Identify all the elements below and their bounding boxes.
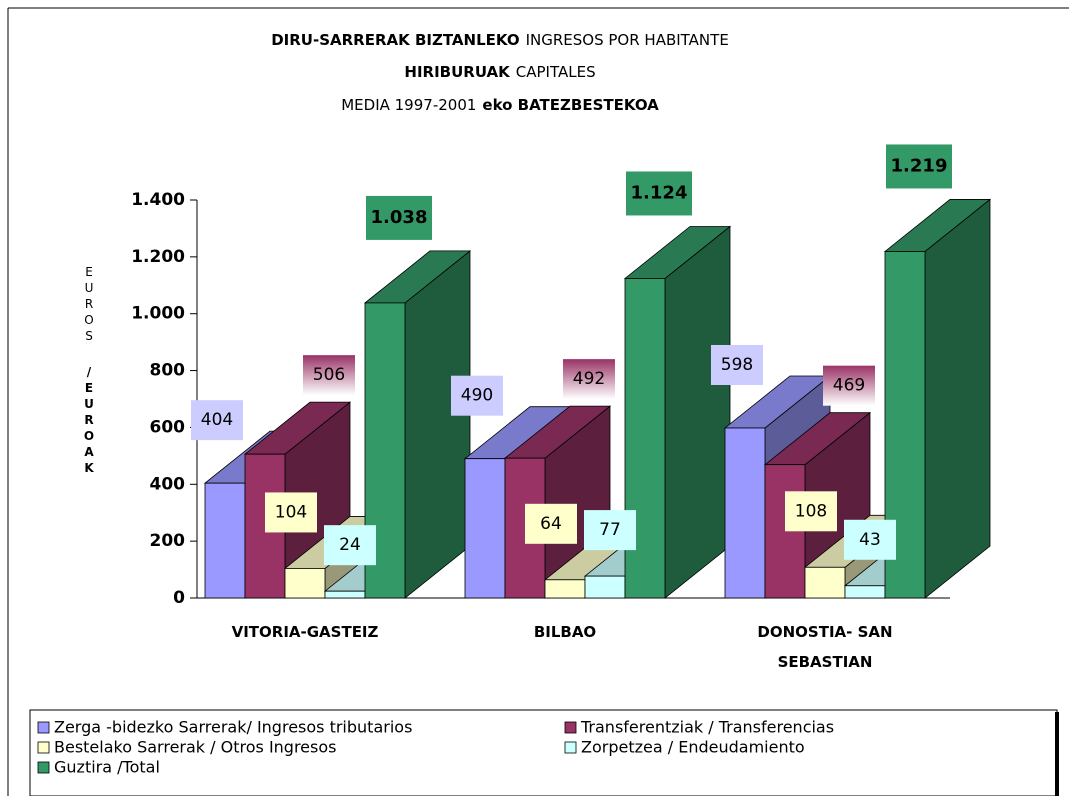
value-label-box [563, 359, 615, 400]
y-tick-label: 400 [150, 474, 186, 494]
title-part: INGRESOS POR HABITANTE [526, 31, 729, 49]
y-tick-label: 200 [150, 531, 186, 551]
legend-box [29, 709, 1058, 796]
value-label-box [711, 344, 763, 385]
legend-swatch [564, 721, 577, 734]
value-label-box [844, 519, 896, 560]
title-line: DIRU-SARRERAK BIZTANLEKO INGRESOS POR HAB… [271, 31, 729, 49]
value-label: 1.124 [631, 182, 688, 203]
legend-swatch [37, 741, 50, 754]
title-part: DIRU-SARRERAK BIZTANLEKO [271, 31, 519, 49]
value-label: 469 [833, 376, 865, 396]
legend-swatch [37, 761, 50, 774]
bar [544, 579, 586, 599]
y-tick-label: 600 [150, 417, 186, 437]
value-label: 1.038 [371, 207, 428, 228]
x-tick-label: DONOSTIA- SAN SEBASTIAN [757, 623, 893, 671]
value-label-box [303, 355, 355, 396]
value-label-box [366, 195, 432, 240]
legend-label: Zerga -bidezko Sarrerak/ Ingresos tribut… [54, 718, 412, 737]
value-label-box [451, 375, 503, 416]
y-axis-label: EUROS [82, 265, 96, 345]
value-label: 598 [721, 355, 753, 375]
bar [764, 464, 806, 599]
y-tick-label: 800 [150, 361, 186, 381]
title-part: CAPITALES [516, 63, 596, 81]
legend-swatch [37, 721, 50, 734]
title-line: MEDIA 1997-2001 eko BATEZBESTEKOA [341, 96, 659, 114]
value-label: 490 [461, 386, 493, 406]
value-label: 492 [573, 369, 605, 389]
value-label: 1.219 [891, 155, 948, 176]
bar [724, 427, 766, 599]
bar [584, 575, 626, 599]
value-label-box [191, 400, 243, 441]
title-part: eko BATEZBESTEKOA [482, 96, 659, 114]
value-label: 43 [859, 530, 881, 550]
bar [464, 458, 506, 599]
bar [844, 585, 886, 599]
bar [804, 566, 846, 599]
value-label: 24 [339, 535, 361, 555]
bar [204, 482, 246, 599]
value-label-box [626, 171, 692, 216]
legend-label: Bestelako Sarrerak / Otros Ingresos [54, 738, 336, 757]
value-label: 506 [313, 365, 345, 385]
value-label: 108 [795, 501, 827, 521]
x-tick-label: VITORIA-GASTEIZ [231, 623, 379, 641]
value-label-box [525, 503, 577, 544]
y-tick-label: 1.000 [131, 304, 185, 324]
x-tick-label: BILBAO [533, 623, 597, 641]
value-label: 77 [599, 520, 621, 540]
legend-label: Zorpetzea / Endeudamiento [581, 738, 805, 757]
title-line: HIRIBURUAK CAPITALES [404, 63, 595, 81]
value-label: 404 [201, 410, 233, 430]
value-label: 64 [540, 514, 562, 534]
value-label-box [584, 510, 636, 551]
title-part: MEDIA 1997-2001 [341, 96, 476, 114]
value-label-box [265, 492, 317, 533]
legend-label: Guztira /Total [54, 758, 160, 777]
bar-side [924, 198, 991, 599]
legend-swatch [564, 741, 577, 754]
bar [324, 590, 366, 599]
bar-side [664, 225, 731, 599]
value-label-box [886, 144, 952, 189]
value-label: 104 [275, 502, 307, 522]
y-tick-label: 1.200 [131, 247, 185, 267]
bar-side [404, 250, 471, 599]
value-label-box [785, 491, 837, 532]
value-label-box [324, 525, 376, 566]
legend-shadow [1055, 712, 1059, 796]
title-part: HIRIBURUAK [404, 63, 511, 81]
y-axis-label: /EUROAK [82, 365, 96, 477]
value-label-box [823, 365, 875, 406]
y-tick-label: 1.400 [131, 190, 185, 210]
bar [284, 568, 326, 599]
y-tick-label: 0 [173, 588, 185, 608]
legend-label: Transferentziak / Transferencias [580, 718, 834, 737]
